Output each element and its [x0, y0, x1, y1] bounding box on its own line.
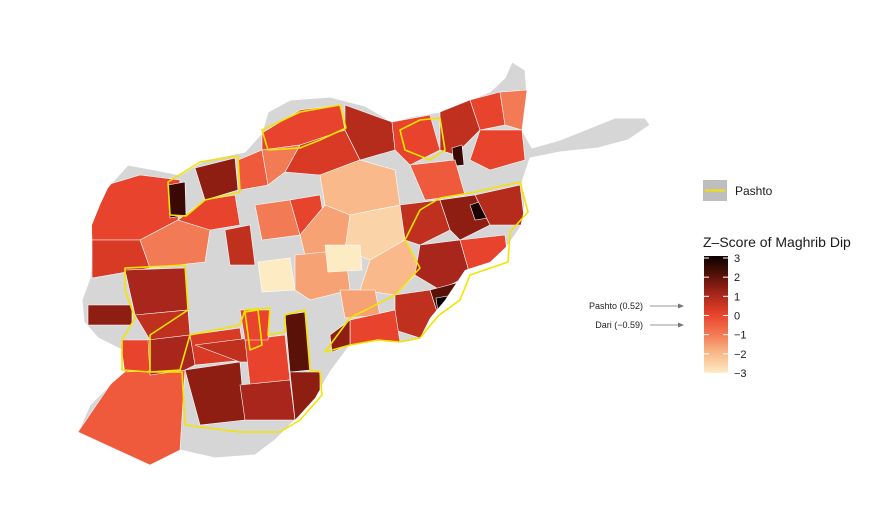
district-fills — [78, 89, 528, 465]
legend-scale: Z–Score of Maghrib Dip 3 2 1 0 −1 −2 −3 — [703, 234, 851, 380]
district-region — [239, 309, 271, 341]
pashto-outline-north-1 — [261, 104, 347, 151]
pashto-outlines — [121, 104, 529, 433]
scale-tick-label: −3 — [734, 368, 747, 380]
pashto-outline-northwest — [167, 155, 241, 217]
annotation-pashto-label: Pashto (0.52) — [589, 301, 643, 311]
annotation-dari-label: Dari (−0.59) — [595, 320, 643, 330]
language-annotations: Pashto (0.52) Dari (−0.59) — [589, 301, 684, 330]
pashto-outline-east — [324, 181, 529, 353]
district-region — [257, 257, 296, 293]
district-region — [469, 129, 526, 171]
district-region — [261, 144, 301, 186]
pashto-outline-south — [121, 264, 323, 433]
district-region — [399, 199, 451, 246]
annotation-pashto-arrowhead — [678, 303, 684, 309]
district-region — [339, 289, 381, 319]
pashto-outline-central — [244, 309, 263, 351]
scale-tick-label: 0 — [734, 311, 740, 323]
legend-outline: Pashto — [703, 180, 773, 201]
scale-tick-label: 1 — [734, 291, 740, 303]
district-region — [439, 99, 481, 156]
district-region — [87, 304, 133, 326]
scale-tick-label: −1 — [734, 330, 747, 342]
district-region — [224, 224, 256, 266]
district-region — [394, 289, 439, 339]
district-region — [78, 369, 186, 465]
legend-scale-ticks: 3 2 1 0 −1 −2 −3 — [704, 253, 747, 380]
legend-scale-bar — [704, 256, 728, 373]
district-region — [244, 334, 291, 386]
district-region — [289, 371, 321, 421]
pashto-outline-north-2 — [399, 117, 446, 161]
scale-tick-label: 3 — [734, 253, 740, 265]
scale-tick-label: −2 — [734, 349, 747, 361]
district-region — [324, 244, 363, 273]
district-region — [194, 157, 239, 201]
district-region — [139, 219, 211, 269]
legend-scale-title: Z–Score of Maghrib Dip — [703, 234, 851, 250]
district-region — [239, 379, 296, 421]
annotation-dari-arrowhead — [678, 322, 684, 328]
legend-outline-label: Pashto — [735, 184, 773, 198]
district-region — [124, 267, 189, 316]
district-region — [167, 181, 187, 219]
district-region — [409, 159, 466, 201]
district-region — [414, 239, 471, 291]
scale-tick-label: 2 — [734, 272, 740, 284]
